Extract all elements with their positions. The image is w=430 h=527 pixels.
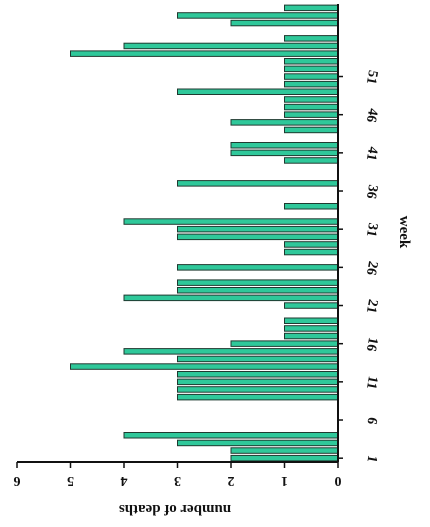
bar (123, 294, 339, 302)
bar (230, 340, 339, 347)
bars (70, 4, 339, 462)
bar (123, 42, 339, 50)
value-tick-label: 5 (67, 473, 74, 488)
bar (70, 50, 339, 57)
bar (284, 35, 339, 42)
bar (284, 317, 339, 324)
bar (230, 149, 339, 157)
bar (284, 80, 339, 88)
bar (177, 88, 339, 95)
value-tick-label: 1 (281, 473, 288, 488)
week-tick-label: 41 (363, 145, 380, 161)
bar (123, 218, 339, 225)
bar (177, 355, 339, 363)
week-tick-label: 16 (363, 336, 380, 352)
bar (284, 73, 339, 80)
bar (70, 363, 339, 370)
bar (177, 378, 339, 386)
plot-area (17, 4, 339, 463)
bar (123, 348, 339, 355)
bar (230, 19, 339, 27)
bar (177, 225, 339, 233)
bar (177, 439, 339, 447)
bar (284, 332, 339, 340)
bar (177, 180, 339, 187)
value-tick-label: 2 (228, 473, 235, 488)
bar (284, 111, 339, 118)
bar (284, 157, 339, 164)
bar (123, 432, 339, 439)
bar (284, 302, 339, 309)
bar (230, 119, 339, 126)
bar (284, 103, 339, 111)
bar (177, 279, 339, 286)
bar (284, 248, 339, 256)
bar (230, 447, 339, 454)
bar (284, 65, 339, 73)
bar (284, 203, 339, 210)
week-tick-label: 6 (363, 416, 379, 425)
week-tick-label: 46 (363, 107, 380, 123)
bar (284, 325, 339, 332)
bar (284, 4, 339, 12)
week-tick-label: 26 (363, 260, 380, 276)
week-tick-label: 51 (363, 69, 380, 85)
bar (177, 233, 339, 241)
value-tick-label: 6 (14, 473, 21, 488)
bar (177, 371, 339, 378)
bar (177, 264, 339, 271)
week-tick-label: 36 (363, 183, 380, 199)
bar (230, 454, 339, 462)
value-ticks: 0 1 2 3 4 5 6 (14, 462, 342, 488)
bar (284, 58, 339, 65)
bar (177, 287, 339, 294)
week-tick-label: 1 (363, 454, 379, 463)
bar (177, 386, 339, 393)
bar (177, 12, 339, 19)
bar (284, 126, 339, 134)
value-tick-label: 4 (121, 473, 128, 488)
bar (284, 241, 339, 248)
value-tick-label: 0 (335, 473, 342, 488)
bar (230, 142, 339, 149)
week-tick-label: 11 (363, 375, 380, 391)
value-axis-title: number of deaths (119, 501, 231, 517)
value-tick-label: 3 (174, 473, 181, 488)
week-tick-label: 21 (363, 298, 380, 314)
bar (177, 393, 339, 401)
week-axis-title: week (396, 216, 412, 249)
week-tick-label: 31 (363, 222, 380, 238)
bar (284, 96, 339, 103)
